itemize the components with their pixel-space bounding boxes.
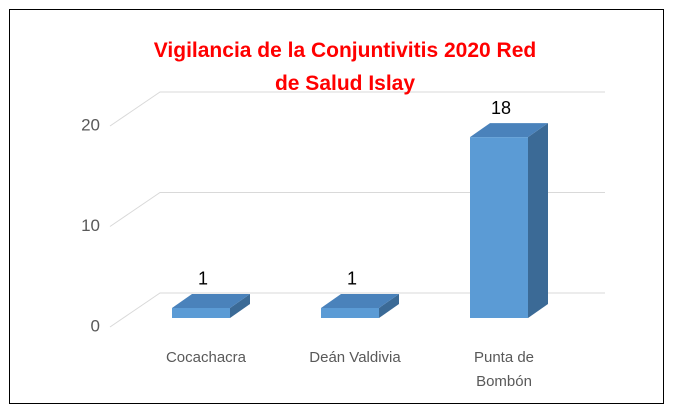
- bar-front: [172, 307, 230, 318]
- grid-line: [109, 192, 605, 227]
- bar: [172, 293, 250, 318]
- data-label: 1: [347, 269, 357, 289]
- bar-side: [379, 293, 399, 318]
- y-tick-label: 0: [91, 316, 100, 335]
- bar-side: [230, 293, 250, 318]
- bar-top: [470, 123, 548, 138]
- y-tick-label: 20: [81, 115, 100, 134]
- grid-line: [109, 292, 605, 328]
- bar: [470, 123, 548, 318]
- chart-title: Vigilancia de la Conjuntivitis 2020 Red …: [153, 39, 537, 95]
- bar: [321, 293, 399, 318]
- data-label: 18: [491, 98, 511, 118]
- bar-top: [321, 293, 399, 308]
- bar-front: [321, 307, 379, 318]
- x-tick-label: Punta de Bombón: [473, 349, 535, 390]
- grid-line: [109, 91, 605, 127]
- x-tick-label: Cocachacra: [165, 349, 247, 366]
- x-tick-label: Deán Valdivia: [309, 349, 401, 366]
- y-tick-label: 10: [81, 216, 100, 235]
- bar-side: [528, 123, 548, 318]
- bar-front: [470, 137, 528, 318]
- bar-top: [172, 293, 250, 308]
- data-label: 1: [198, 269, 208, 289]
- chart-border: [9, 9, 664, 404]
